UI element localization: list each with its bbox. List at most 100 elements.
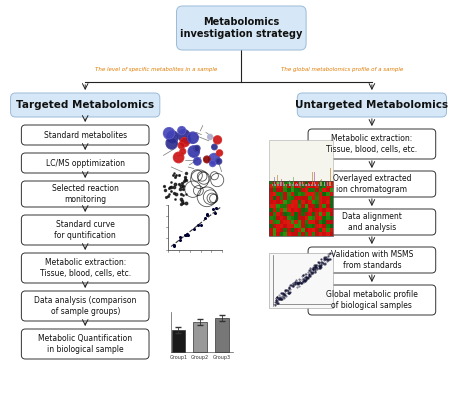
Bar	[308, 200, 312, 204]
Bar	[291, 224, 294, 228]
Bar	[273, 196, 276, 200]
Circle shape	[178, 126, 186, 135]
Bar	[273, 228, 276, 232]
Bar	[283, 232, 287, 236]
Bar	[315, 228, 319, 232]
Bar	[276, 180, 280, 184]
Bar	[326, 208, 329, 212]
Bar	[305, 224, 308, 228]
Bar	[287, 188, 291, 192]
Bar	[276, 232, 280, 236]
Bar	[315, 188, 319, 192]
Bar	[329, 232, 333, 236]
Circle shape	[216, 158, 222, 164]
Text: Group3: Group3	[213, 355, 231, 360]
Text: Data analysis (comparison
of sample groups): Data analysis (comparison of sample grou…	[34, 296, 137, 316]
Bar	[315, 200, 319, 204]
Text: Metabolomics
investigation strategy: Metabolomics investigation strategy	[180, 17, 302, 39]
Text: Metabolic Quantification
in biological sample: Metabolic Quantification in biological s…	[38, 334, 132, 354]
Circle shape	[180, 138, 189, 147]
Bar	[326, 200, 329, 204]
Bar	[287, 208, 291, 212]
Bar	[287, 216, 291, 220]
Bar	[273, 204, 276, 208]
Bar	[326, 216, 329, 220]
Bar	[322, 228, 326, 232]
Bar	[291, 220, 294, 224]
Text: Validation with MSMS
from standards: Validation with MSMS from standards	[331, 250, 413, 270]
Bar	[291, 196, 294, 200]
Bar	[329, 208, 333, 212]
Bar	[329, 216, 333, 220]
Bar	[298, 224, 301, 228]
Bar	[283, 228, 287, 232]
Bar	[329, 224, 333, 228]
Bar	[312, 220, 315, 224]
Text: Untargeted Metabolomics: Untargeted Metabolomics	[295, 100, 448, 110]
FancyBboxPatch shape	[308, 247, 436, 273]
Bar	[298, 228, 301, 232]
Bar	[312, 228, 315, 232]
Bar	[308, 204, 312, 208]
Text: Group1: Group1	[169, 355, 188, 360]
Bar	[329, 200, 333, 204]
Bar	[298, 180, 301, 184]
Bar	[329, 220, 333, 224]
Bar	[298, 220, 301, 224]
FancyBboxPatch shape	[21, 253, 149, 283]
Bar	[319, 204, 322, 208]
Bar	[322, 232, 326, 236]
Bar	[269, 224, 273, 228]
Bar	[319, 216, 322, 220]
Bar	[308, 228, 312, 232]
Circle shape	[164, 128, 174, 139]
Bar	[312, 208, 315, 212]
Text: Overlayed extracted
ion chromatogram: Overlayed extracted ion chromatogram	[333, 174, 411, 194]
Bar	[312, 192, 315, 196]
Bar	[315, 180, 319, 184]
Bar	[269, 208, 273, 212]
Bar	[298, 188, 301, 192]
FancyBboxPatch shape	[21, 153, 149, 173]
Bar	[301, 180, 305, 184]
Bar	[280, 212, 283, 216]
Text: Standard metabolites: Standard metabolites	[44, 130, 127, 139]
Text: The level of specific metabolites in a sample: The level of specific metabolites in a s…	[95, 67, 217, 72]
Bar	[305, 212, 308, 216]
Bar	[305, 192, 308, 196]
Text: Standard curve
for quntification: Standard curve for quntification	[55, 220, 116, 240]
Bar	[287, 220, 291, 224]
Bar	[269, 184, 273, 188]
Bar	[298, 212, 301, 216]
Bar	[294, 204, 298, 208]
Circle shape	[194, 158, 201, 165]
Bar	[301, 188, 305, 192]
Bar	[273, 212, 276, 216]
Bar	[298, 196, 301, 200]
Circle shape	[204, 156, 210, 163]
Bar	[276, 184, 280, 188]
Bar	[315, 216, 319, 220]
Bar	[291, 232, 294, 236]
FancyBboxPatch shape	[308, 285, 436, 315]
Bar	[269, 200, 273, 204]
Bar	[315, 224, 319, 228]
Bar	[329, 180, 333, 184]
Bar	[283, 216, 287, 220]
Bar	[276, 216, 280, 220]
Bar	[326, 188, 329, 192]
Bar	[291, 228, 294, 232]
Bar	[291, 212, 294, 216]
Bar	[269, 220, 273, 224]
Bar	[312, 232, 315, 236]
Bar	[280, 180, 283, 184]
Bar	[287, 192, 291, 196]
Bar	[276, 188, 280, 192]
Bar	[291, 192, 294, 196]
Circle shape	[173, 152, 184, 163]
Bar	[329, 204, 333, 208]
Bar	[276, 224, 280, 228]
Bar	[269, 180, 273, 184]
Bar	[294, 180, 298, 184]
Bar	[273, 192, 276, 196]
